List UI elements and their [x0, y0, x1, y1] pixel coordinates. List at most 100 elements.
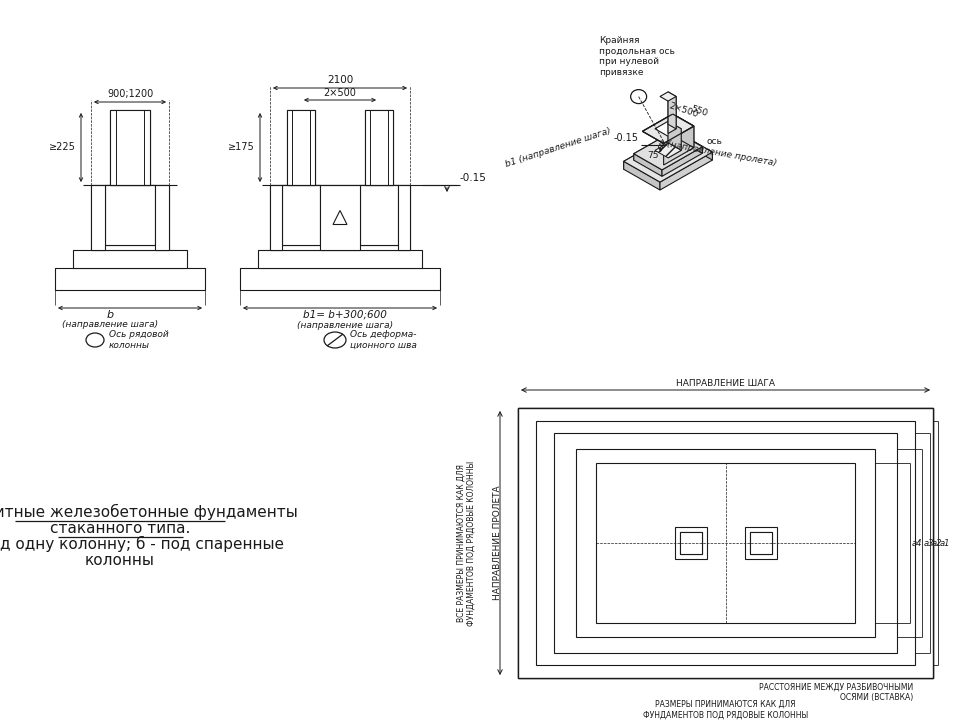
Polygon shape: [674, 130, 703, 153]
Bar: [287, 110, 315, 185]
Polygon shape: [655, 121, 682, 136]
Bar: [320, 185, 360, 250]
Text: ВСЕ РАЗМЕРЫ ПРИНИМАЮТСЯ КАК ДЛЯ
ФУНДАМЕНТОВ ПОД РЯДОВЫЕ КОЛОННЫ: ВСЕ РАЗМЕРЫ ПРИНИМАЮТСЯ КАК ДЛЯ ФУНДАМЕН…: [456, 460, 476, 626]
Bar: [91, 185, 105, 250]
Polygon shape: [634, 130, 703, 170]
Polygon shape: [668, 96, 676, 133]
Polygon shape: [642, 114, 694, 143]
Text: a2: a2: [932, 539, 943, 547]
Text: РАЗМЕРЫ ПРИНИМАЮТСЯ КАК ДЛЯ
ФУНДАМЕНТОВ ПОД РЯДОВЫЕ КОЛОННЫ: РАЗМЕРЫ ПРИНИМАЮТСЯ КАК ДЛЯ ФУНДАМЕНТОВ …: [643, 700, 808, 719]
Bar: [110, 110, 150, 185]
Text: НАПРАВЛЕНИЕ ПРОЛЕТА: НАПРАВЛЕНИЕ ПРОЛЕТА: [492, 486, 501, 600]
Bar: [398, 185, 410, 250]
Bar: [750, 532, 772, 554]
Polygon shape: [668, 129, 682, 158]
Text: Ось деформа-
ционного шва: Ось деформа- ционного шва: [350, 330, 417, 350]
Bar: [365, 110, 393, 185]
Bar: [270, 185, 410, 250]
Text: Монолитные железобетонные фундаменты: Монолитные железобетонные фундаменты: [0, 504, 298, 520]
Bar: [240, 268, 440, 290]
Bar: [282, 185, 320, 245]
Polygon shape: [668, 121, 682, 150]
Bar: [518, 408, 933, 678]
Text: 900;1200: 900;1200: [107, 89, 154, 99]
Bar: [518, 408, 933, 678]
Text: -0.15: -0.15: [613, 133, 638, 143]
Bar: [91, 185, 169, 250]
Bar: [73, 250, 187, 268]
Text: Ось рядовой
колонны: Ось рядовой колонны: [109, 330, 169, 350]
Bar: [680, 532, 702, 554]
Bar: [155, 185, 169, 250]
Text: a4: a4: [912, 539, 923, 547]
Bar: [536, 420, 915, 665]
Bar: [91, 185, 105, 250]
Bar: [270, 185, 410, 250]
Polygon shape: [624, 161, 660, 190]
Text: 2100: 2100: [326, 75, 353, 85]
Bar: [365, 110, 393, 185]
Bar: [320, 185, 360, 250]
Bar: [155, 185, 169, 250]
Bar: [360, 185, 398, 245]
Text: а (направление пролета): а (направление пролета): [658, 138, 778, 168]
Text: b1 (направление шага): b1 (направление шага): [504, 127, 612, 169]
Bar: [398, 185, 410, 250]
Bar: [680, 532, 702, 554]
Text: (направление шага): (направление шага): [297, 321, 393, 330]
Text: НАПРАВЛЕНИЕ ШАГА: НАПРАВЛЕНИЕ ШАГА: [676, 379, 775, 388]
Bar: [360, 185, 398, 245]
Text: 2×500: 2×500: [324, 88, 356, 98]
Polygon shape: [673, 114, 694, 148]
Polygon shape: [663, 126, 694, 165]
Bar: [287, 110, 315, 185]
Text: b: b: [107, 310, 113, 320]
Polygon shape: [624, 131, 712, 182]
Polygon shape: [668, 92, 676, 129]
Text: ≥175: ≥175: [228, 143, 255, 153]
Text: ≥225: ≥225: [49, 143, 76, 153]
Bar: [270, 185, 282, 250]
Bar: [596, 463, 855, 624]
Text: стаканного типа.: стаканного типа.: [50, 521, 190, 536]
Bar: [55, 268, 205, 290]
Bar: [745, 527, 777, 559]
Bar: [105, 185, 155, 245]
Bar: [258, 250, 422, 268]
Text: a1: a1: [940, 539, 950, 547]
Polygon shape: [634, 153, 662, 176]
Text: РАССТОЯНИЕ МЕЖДУ РАЗБИВОЧНЫМИ
ОСЯМИ (ВСТАВКА): РАССТОЯНИЕ МЕЖДУ РАЗБИВОЧНЫМИ ОСЯМИ (ВСТ…: [758, 683, 913, 703]
Polygon shape: [624, 131, 676, 169]
Polygon shape: [634, 130, 674, 160]
Polygon shape: [662, 147, 703, 176]
Text: ось: ось: [707, 137, 722, 146]
Bar: [258, 250, 422, 268]
Polygon shape: [676, 131, 712, 160]
Text: а - под одну колонну; б - под спаренные: а - под одну колонну; б - под спаренные: [0, 536, 284, 552]
Bar: [675, 527, 707, 559]
Polygon shape: [655, 143, 682, 158]
Text: (направление шага): (направление шага): [62, 320, 158, 329]
Bar: [110, 110, 150, 185]
Text: 75: 75: [647, 151, 659, 161]
Bar: [240, 268, 440, 290]
Text: Крайняя
продольная ось
при нулевой
привязке: Крайняя продольная ось при нулевой привя…: [599, 37, 675, 76]
Bar: [73, 250, 187, 268]
Text: a3: a3: [924, 539, 934, 547]
Polygon shape: [660, 152, 712, 190]
Bar: [105, 185, 155, 245]
Bar: [270, 185, 282, 250]
Text: колонны: колонны: [85, 553, 155, 568]
Text: b1= b+300;600: b1= b+300;600: [303, 310, 387, 320]
Bar: [750, 532, 772, 554]
Bar: [554, 433, 897, 653]
Bar: [55, 268, 205, 290]
Polygon shape: [660, 92, 676, 101]
Polygon shape: [642, 114, 694, 143]
Text: 2×500: 2×500: [668, 102, 700, 120]
Bar: [576, 449, 875, 637]
Text: -0.15: -0.15: [459, 173, 486, 183]
Text: 550: 550: [689, 104, 708, 118]
Bar: [91, 185, 169, 250]
Bar: [282, 185, 320, 245]
